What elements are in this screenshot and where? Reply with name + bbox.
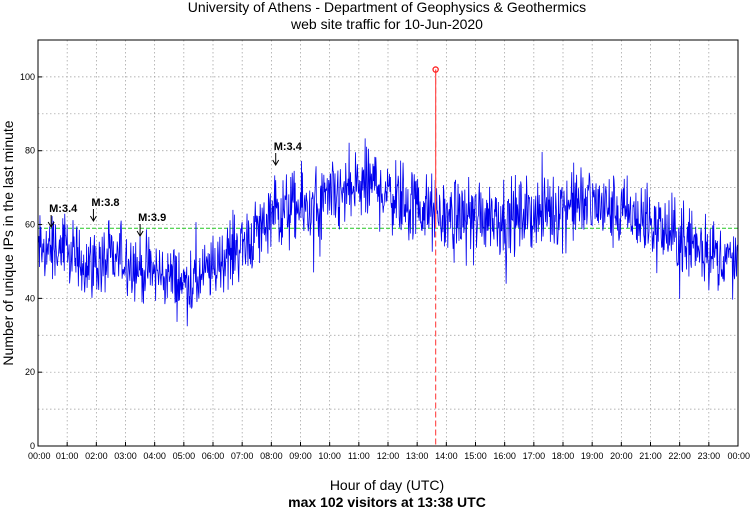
traffic-series-line	[37, 138, 739, 327]
earthquake-label: M:3.4	[274, 141, 303, 153]
x-tick-label: 04:00	[143, 451, 166, 461]
x-tick-label: 16:00	[493, 451, 516, 461]
x-tick-label: 23:00	[698, 451, 721, 461]
chart-title: University of Athens - Department of Geo…	[188, 0, 586, 15]
x-axis-label: Hour of day (UTC)	[330, 477, 444, 493]
x-tick-label: 20:00	[610, 451, 633, 461]
earthquake-arrow-head	[136, 230, 144, 237]
y-tick-labels: 0 20 40 60 80 100	[20, 72, 42, 451]
y-tick-label: 0	[30, 441, 35, 451]
earthquake-annotations: M:3.4 M:3.8 M:3.9 M:3.4	[47, 141, 303, 237]
x-tick-labels: 00:00 01:00 02:00 03:00 04:00 05:00 06:00 07:00…	[28, 442, 750, 461]
x-tick-label: 00:00	[727, 451, 750, 461]
x-tick-label: 06:00	[202, 451, 225, 461]
x-tick-label: 10:00	[318, 451, 341, 461]
y-tick-label: 20	[25, 367, 35, 377]
y-tick-label: 80	[25, 146, 35, 156]
x-tick-label: 22:00	[668, 451, 691, 461]
earthquake-arrow-head	[47, 221, 55, 228]
x-tick-label: 05:00	[173, 451, 196, 461]
earthquake-label: M:3.9	[138, 212, 166, 224]
earthquake-label: M:3.4	[49, 203, 78, 215]
earthquake-arrow-head	[89, 215, 97, 222]
earthquake-arrow-head	[272, 159, 280, 166]
x-tick-label: 09:00	[289, 451, 312, 461]
x-tick-label: 13:00	[406, 451, 429, 461]
x-tick-label: 21:00	[639, 451, 662, 461]
max-marker	[432, 66, 439, 446]
x-tick-label: 15:00	[464, 451, 487, 461]
x-tick-label: 14:00	[435, 451, 458, 461]
x-tick-label: 01:00	[56, 451, 79, 461]
y-tick-label: 40	[25, 293, 35, 303]
x-tick-label: 12:00	[377, 451, 400, 461]
x-tick-label: 11:00	[348, 451, 370, 461]
x-tick-label: 17:00	[523, 451, 546, 461]
earthquake-label: M:3.8	[91, 197, 119, 209]
gridlines	[38, 40, 738, 446]
series-layer	[37, 138, 739, 327]
x-tick-label: 08:00	[260, 451, 283, 461]
x-tick-label: 18:00	[552, 451, 575, 461]
max-visitors-caption: max 102 visitors at 13:38 UTC	[288, 494, 486, 510]
x-tick-label: 07:00	[231, 451, 254, 461]
y-tick-label: 60	[25, 220, 35, 230]
y-axis-label: Number of unique IPs in the last minute	[0, 120, 16, 365]
x-tick-label: 00:00	[28, 451, 51, 461]
y-tick-label: 100	[20, 72, 35, 82]
x-tick-label: 19:00	[581, 451, 604, 461]
x-tick-label: 02:00	[85, 451, 108, 461]
chart-subtitle: web site traffic for 10-Jun-2020	[290, 16, 483, 32]
max-point	[432, 66, 439, 73]
x-tick-label: 03:00	[114, 451, 137, 461]
